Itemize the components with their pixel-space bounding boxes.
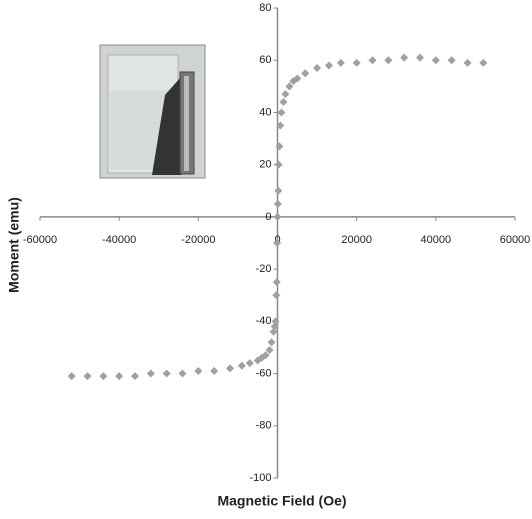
data-point (324, 61, 333, 70)
data-point (226, 364, 234, 373)
data-point (115, 372, 124, 381)
y-tick-label: 0 (265, 211, 271, 223)
data-point (273, 199, 282, 208)
data-point (269, 327, 278, 336)
data-point (463, 58, 472, 67)
y-tick-label: -40 (256, 315, 272, 327)
data-point (265, 346, 274, 355)
y-tick-label: 40 (259, 106, 271, 118)
data-point (368, 56, 377, 65)
y-tick-label: 20 (259, 159, 271, 171)
x-tick-label: 40000 (421, 234, 452, 246)
y-tick-label: -20 (256, 263, 272, 275)
data-point (352, 58, 361, 67)
data-point (261, 351, 270, 360)
data-point (194, 366, 203, 375)
y-tick-label: 60 (259, 54, 271, 66)
y-axis-title: Moment (emu) (6, 197, 22, 293)
data-point (301, 69, 310, 78)
data-point (416, 53, 424, 62)
data-point (272, 278, 281, 287)
data-point (400, 53, 409, 62)
data-point (275, 142, 284, 151)
x-tick-label: -40000 (102, 234, 136, 246)
data-point (245, 359, 254, 368)
x-tick-label: 20000 (341, 234, 372, 246)
data-point (210, 366, 219, 375)
data-point (146, 369, 155, 378)
y-tick-label: -80 (256, 420, 272, 432)
data-point (274, 186, 283, 195)
data-point (431, 56, 440, 65)
data-point (276, 121, 285, 130)
data-point (272, 291, 281, 300)
x-axis-title: Magnetic Field (Oe) (217, 493, 346, 509)
x-tick-label: -60000 (23, 234, 57, 246)
data-point (271, 317, 280, 326)
data-point (131, 372, 139, 381)
x-tick-label: 60000 (500, 234, 531, 246)
data-point (274, 160, 283, 169)
y-tick-label: -100 (249, 472, 271, 484)
data-point (178, 369, 187, 378)
x-tick-label: -20000 (181, 234, 215, 246)
data-point (273, 212, 282, 221)
data-point (277, 108, 286, 117)
data-point (336, 58, 345, 67)
data-point (267, 338, 276, 347)
y-tick-label: -60 (256, 367, 272, 379)
data-point (384, 56, 393, 65)
data-point (67, 372, 76, 381)
data-point (162, 369, 171, 378)
data-point (83, 372, 92, 381)
data-point (279, 98, 288, 106)
data-point (479, 58, 488, 67)
data-point (293, 74, 302, 83)
data-point (237, 361, 246, 370)
data-point (273, 239, 282, 247)
y-tick-label: 80 (259, 2, 271, 14)
inset-photo (99, 44, 206, 179)
data-point (270, 322, 279, 331)
data-point (285, 82, 294, 91)
data-point (99, 372, 108, 381)
data-point (281, 90, 290, 99)
data-point (313, 64, 322, 73)
data-point (447, 56, 456, 65)
